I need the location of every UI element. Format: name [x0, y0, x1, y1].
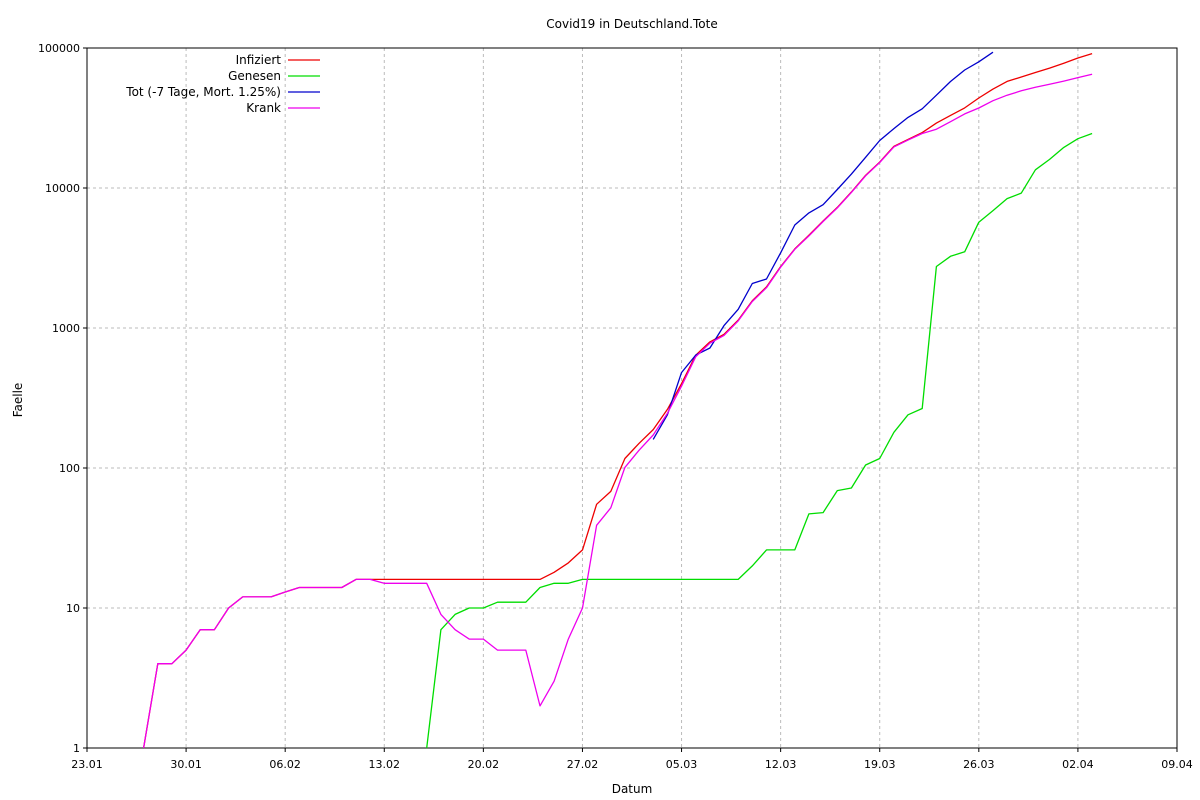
legend-label: Krank [246, 101, 281, 115]
y-tick-label: 100 [59, 462, 80, 475]
axis-ticks: 23.01 30.01 06.02 13.02 20.02 27.02 05.03 12.03… [38, 42, 1193, 771]
x-tick-label: 02.04 [1062, 758, 1094, 771]
grid-lines [87, 48, 1177, 748]
x-axis-label: Datum [612, 782, 653, 796]
legend-label: Infiziert [236, 53, 282, 67]
x-tick-label: 12.03 [765, 758, 797, 771]
y-axis-label: Faelle [11, 383, 25, 418]
legend-label: Genesen [228, 69, 281, 83]
y-tick-label: 10 [66, 602, 80, 615]
x-tick-label: 19.03 [864, 758, 896, 771]
series-line-tot [652, 51, 994, 440]
x-tick-label: 09.04 [1161, 758, 1193, 771]
x-tick-label: 27.02 [567, 758, 599, 771]
x-tick-label: 23.01 [71, 758, 103, 771]
chart-title: Covid19 in Deutschland.Tote [546, 17, 717, 31]
plot-frame [86, 47, 1178, 749]
x-tick-label: 05.03 [666, 758, 698, 771]
x-tick-label: 26.03 [963, 758, 995, 771]
legend-label: Tot (-7 Tage, Mort. 1.25%) [125, 85, 281, 99]
series-line-genesen [426, 132, 1093, 749]
y-tick-label: 1000 [52, 322, 80, 335]
series-line-krank [142, 73, 1093, 749]
y-tick-label: 100000 [38, 42, 80, 55]
legend: Infiziert Genesen Tot (-7 Tage, Mort. 1.25… [125, 53, 320, 115]
series-lines [142, 51, 1093, 749]
x-tick-label: 06.02 [269, 758, 301, 771]
y-tick-label: 10000 [45, 182, 80, 195]
x-tick-label: 20.02 [468, 758, 500, 771]
x-tick-label: 30.01 [170, 758, 202, 771]
y-tick-label: 1 [73, 742, 80, 755]
x-tick-label: 13.02 [369, 758, 401, 771]
